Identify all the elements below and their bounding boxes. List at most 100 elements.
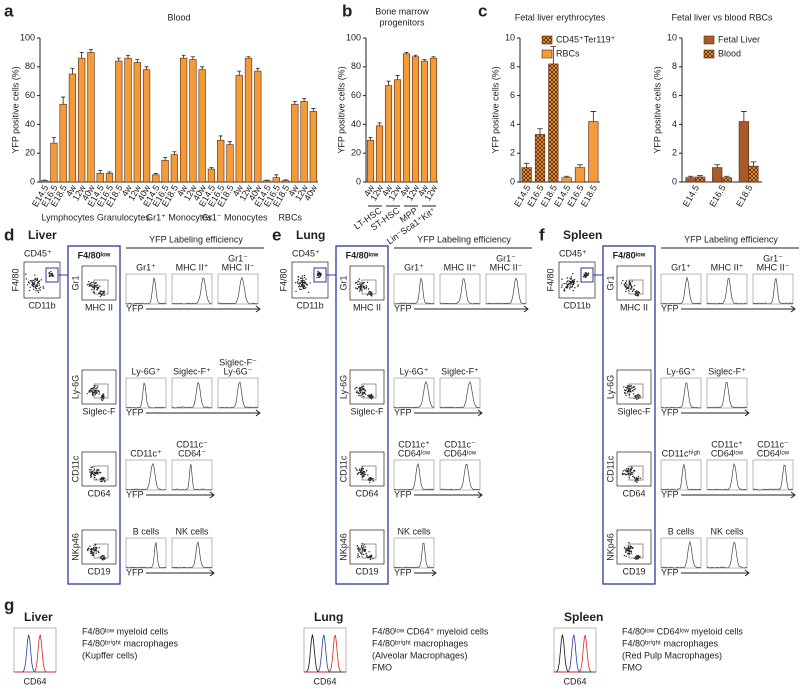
chart-title: Fetal liver vs blood RBCs [671,12,773,22]
event-dot [630,545,632,548]
event-dot [88,469,91,471]
row-x-label: CD64 [622,488,645,498]
event-dot [569,285,571,287]
error-bar [107,171,112,174]
row-y-label: NKp46 [338,533,348,561]
y-tick-label: 4 [672,119,677,129]
event-dot [305,283,307,285]
event-dot [300,288,302,291]
yfp-axis-arrow [414,305,529,313]
bar [366,139,375,183]
sub-gate [93,279,109,295]
event-dot [296,281,299,283]
event-dot [318,273,321,276]
y-tick-label: 0 [30,176,35,186]
event-dot [39,286,41,289]
bar [411,56,420,183]
error-bar [98,170,103,174]
event-dot [95,392,98,394]
event-dot [633,470,636,472]
row-x-label: MHC II [620,302,648,312]
event-dot [37,291,40,294]
event-dot [38,282,40,284]
histogram-label: Ly-6G⁻ [224,366,253,376]
event-dot [91,471,93,473]
dot-plot-frame [291,261,329,299]
event-dot [357,283,359,286]
y-tick-label: 40 [25,119,35,129]
event-dot [98,292,100,294]
event-dot [39,289,41,291]
event-dot [371,393,373,395]
bar [226,144,234,183]
bar [272,177,280,183]
event-dot [569,288,571,290]
event-dot [365,470,368,472]
error-bar [116,57,121,62]
event-dot [102,477,105,479]
event-dot [88,285,90,287]
event-dot [625,283,628,286]
legend-label: FMO [372,662,392,672]
event-dot [32,288,35,290]
event-dot [622,470,625,472]
histogram-label: Ly-6G⁺ [132,366,161,376]
event-dot [92,291,95,293]
event-dot [571,273,574,275]
sub-gate [628,383,644,399]
event-dot [356,545,359,547]
event-dot [96,386,98,389]
bar [384,85,393,183]
y-axis-label: YFP positive cells (%) [10,66,20,153]
event-dot [625,386,627,389]
bar [152,174,160,183]
histogram-frame [171,377,213,409]
error-bar [153,172,158,175]
event-dot [34,277,36,280]
panel-letter: e [272,225,281,244]
yfp-label: YFP [394,407,412,417]
event-dot [319,275,322,277]
bar [68,73,77,183]
histogram-frame [706,459,748,491]
event-dot [97,286,100,289]
error-bar [283,179,288,181]
panel-letter: c [478,1,487,20]
section-heading: YFP Labeling efficiency [417,234,511,244]
event-dot [636,291,638,294]
tissue-title: Lung [314,610,343,624]
event-dot [48,272,51,275]
dot-plot-frame [349,529,385,565]
event-dot [36,277,38,279]
bar [244,57,253,183]
event-dot [574,287,576,289]
event-dot [563,288,566,290]
bar [235,75,243,183]
histogram-frame [439,377,481,409]
panel-letter: d [4,225,14,244]
event-dot [298,284,301,286]
error-bar [61,96,66,105]
event-dot [363,286,365,288]
event-dot [566,277,569,279]
y-tick-label: 60 [25,90,35,100]
event-dot [359,389,361,391]
event-dot [569,277,572,280]
histogram-label: CD64ˡᵒʷ [711,448,744,458]
event-dot [630,550,632,553]
bar [50,142,58,183]
event-dot [359,548,361,550]
histogram-label: CD11cʰⁱᵍʰ [662,448,701,458]
event-dot [35,288,38,290]
row-y-label: Gr1 [70,275,80,290]
event-dot [91,554,94,557]
yfp-axis-arrow [414,409,483,417]
y-tick-label: 20 [351,148,361,158]
event-dot [91,466,94,468]
event-dot [626,387,628,389]
event-dot [101,480,103,483]
histogram-curve [660,464,702,491]
event-dot [568,280,571,283]
event-dot [319,272,321,275]
